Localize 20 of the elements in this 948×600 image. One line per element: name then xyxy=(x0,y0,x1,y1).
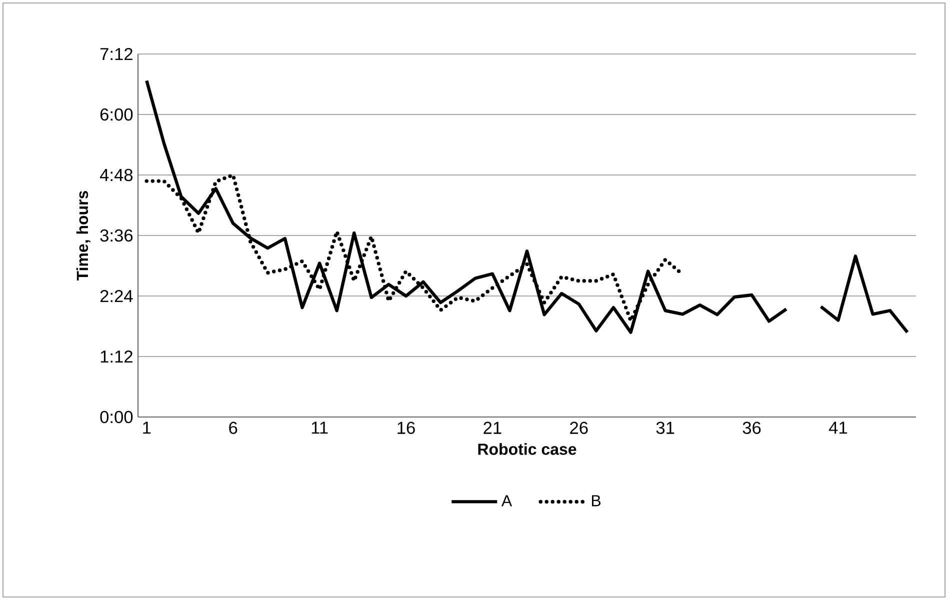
x-tick-label: 6 xyxy=(229,422,238,434)
x-tick-label: 31 xyxy=(656,422,674,434)
y-tick-label: 2:24 xyxy=(100,290,133,302)
y-tick-label: 0:00 xyxy=(100,410,133,424)
x-tick-label: 16 xyxy=(398,422,415,434)
y-tick-label: 1:12 xyxy=(100,350,132,363)
x-tick-label: 11 xyxy=(312,422,328,434)
x-axis-title: Robotic case xyxy=(478,443,576,455)
x-tick-label: 1 xyxy=(143,422,151,434)
x-tick-label: 21 xyxy=(484,422,502,434)
x-tick-label: 41 xyxy=(828,422,848,434)
y-tick-label: 7:12 xyxy=(100,48,132,60)
x-tick-label: 26 xyxy=(570,422,588,434)
y-axis-title: Time, hours xyxy=(76,190,90,281)
y-tick-label: 3:36 xyxy=(100,229,133,242)
x-tick-label: 36 xyxy=(742,422,761,434)
legend-label: A xyxy=(501,495,512,506)
y-tick-label: 4:48 xyxy=(100,168,133,182)
y-tick-label: 6:00 xyxy=(100,108,133,121)
legend-label: B xyxy=(592,495,600,506)
